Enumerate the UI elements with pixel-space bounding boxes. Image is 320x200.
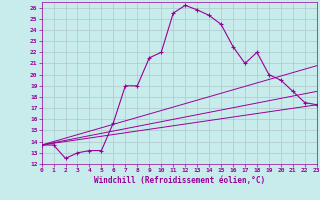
X-axis label: Windchill (Refroidissement éolien,°C): Windchill (Refroidissement éolien,°C) xyxy=(94,176,265,185)
